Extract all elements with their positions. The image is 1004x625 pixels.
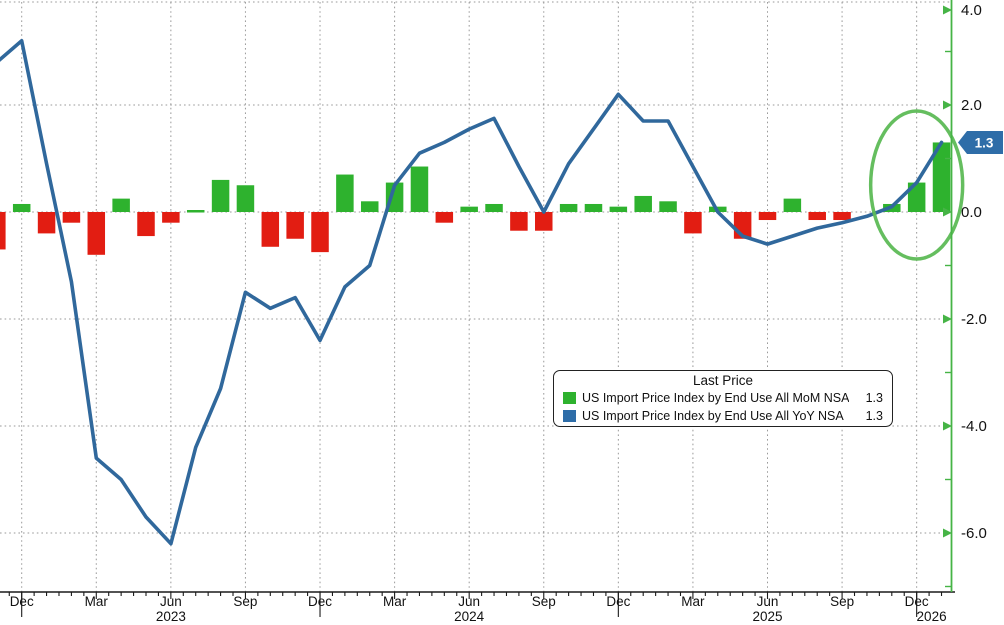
x-axis-year-label: 2026 [917,609,947,624]
y-axis-tick-arrow-icon [943,207,952,217]
legend-item-yoy[interactable]: US Import Price Index by End Use All YoY… [563,407,883,425]
bar-Jan-2023 [37,212,56,234]
x-axis-month-label: Jun [458,594,480,609]
yoy-line [0,38,944,546]
vertical-gridlines [21,2,918,592]
bar-Apr-2023 [112,198,130,212]
bar-Jun-2023 [162,212,180,223]
bar-Feb-2024 [360,201,379,212]
bar-Mar-2025 [684,212,702,234]
bar-Oct-2023 [261,212,280,247]
x-axis-month-label: Mar [85,594,109,609]
x-axis-month-label: Dec [10,594,34,609]
y-axis: 4.0 2.0 0.0 -2.0 -4.0 -6.0 [943,0,987,592]
x-axis-month-label: Mar [383,594,407,609]
bar-Feb-2025 [659,201,677,212]
x-axis-year-label: 2023 [156,609,186,624]
legend[interactable]: Last Price US Import Price Index by End … [553,370,893,427]
yoy-series-swatch [563,410,576,422]
bar-Aug-2023 [211,179,230,212]
y-axis-label: 0.0 [961,204,982,221]
bar-May-2023 [137,212,155,237]
x-axis-month-label: Mar [681,594,705,609]
x-axis-month-label: Jun [757,594,779,609]
highlight-ellipse-annotation [868,109,965,261]
x-axis-month-label: Sep [532,594,556,609]
bar-May-2024 [435,212,454,223]
mom-series-value: 1.3 [865,391,883,405]
y-axis-tick-arrow-icon [943,528,952,538]
mom-series-label: US Import Price Index by End Use All MoM… [582,391,850,405]
bar-Jun-2024 [460,206,478,212]
last-price-tag-value: 1.3 [975,135,994,150]
x-axis-year-label: 2025 [752,609,782,624]
bar-Dec-2024 [609,206,628,212]
y-axis-label: -6.0 [961,525,987,542]
y-axis-label: -2.0 [961,311,987,328]
yoy-series-label: US Import Price Index by End Use All YoY… [582,409,844,423]
y-axis-label: -4.0 [961,418,987,435]
bar-Feb-2023 [62,212,81,223]
bar-Jun-2025 [758,212,777,221]
y-axis-tick-arrow-icon [943,5,952,15]
bar-Nov-2024 [584,203,603,212]
x-axis-month-label: Jun [160,594,182,609]
bar-Dec-2023 [311,212,329,253]
x-axis-month-label: Dec [905,594,929,609]
x-axis-month-label: Dec [308,594,332,609]
bar-Aug-2024 [510,212,528,231]
mom-series-swatch [563,392,576,404]
bar-Oct-2024 [559,203,578,212]
yoy-line-path [0,38,944,546]
bar-Apr-2024 [410,166,429,212]
x-axis-month-label: Sep [830,594,854,609]
bar-Jan-2026 [932,142,951,212]
bar-Jan-2025 [634,195,652,212]
y-axis-tick-arrow-icon [943,421,952,431]
bar-Jul-2024 [485,203,503,212]
bar-Dec-2025 [907,182,926,212]
y-axis-tick-arrow-icon [943,314,952,324]
x-axis-month-label: Dec [606,594,630,609]
last-price-tag-shape [958,130,1003,154]
bar-Dec-2022 [12,203,31,212]
highlight-ellipse [868,109,965,261]
x-axis-month-label: Sep [233,594,257,609]
bar-Jul-2023 [186,210,205,213]
bar-Sep-2024 [535,212,553,231]
y-axis-label: 2.0 [961,97,982,114]
bar-Sep-2025 [833,212,851,221]
mom-bars [0,142,951,255]
x-axis: Dec Mar Jun Sep Dec Mar Jun Sep Dec Mar Jun Sep Dec2… [0,591,955,624]
bar-Sep-2023 [236,185,255,212]
x-axis-year-label: 2024 [454,609,485,624]
legend-title: Last Price [692,373,754,388]
bar-Nov-2022 [0,212,6,250]
bar-Nov-2023 [286,212,304,239]
y-axis-tick-arrow-icon [943,100,952,110]
last-price-axis-tag: 1.3 [958,130,1003,154]
bar-Aug-2025 [808,212,826,221]
horizontal-gridlines [0,1,952,534]
bar-Jan-2024 [336,174,354,212]
yoy-series-value: 1.3 [865,409,883,423]
legend-item-mom[interactable]: US Import Price Index by End Use All MoM… [563,389,883,407]
bar-Jul-2025 [783,198,802,212]
bar-Mar-2023 [87,212,106,255]
y-axis-label: 4.0 [961,2,982,19]
